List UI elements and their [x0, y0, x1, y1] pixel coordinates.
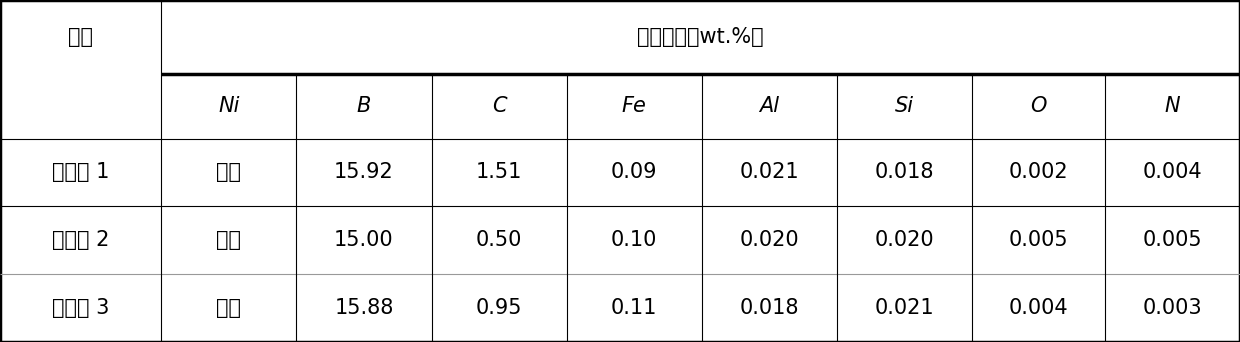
Text: 实施例 3: 实施例 3 — [52, 298, 109, 318]
Text: Al: Al — [759, 96, 780, 116]
Text: O: O — [1030, 96, 1047, 116]
Text: 实施例 1: 实施例 1 — [52, 162, 109, 182]
Text: 余量: 余量 — [216, 162, 242, 182]
Text: 0.10: 0.10 — [611, 230, 657, 250]
Text: 化学成分（wt.%）: 化学成分（wt.%） — [637, 27, 764, 47]
Text: 0.95: 0.95 — [476, 298, 522, 318]
Text: 15.88: 15.88 — [335, 298, 393, 318]
Text: 15.92: 15.92 — [334, 162, 394, 182]
Text: 0.018: 0.018 — [875, 162, 934, 182]
Text: 0.004: 0.004 — [1008, 298, 1069, 318]
Text: 余量: 余量 — [216, 230, 242, 250]
Text: 0.005: 0.005 — [1142, 230, 1203, 250]
Text: 0.020: 0.020 — [739, 230, 800, 250]
Text: 0.11: 0.11 — [611, 298, 657, 318]
Text: 0.021: 0.021 — [874, 298, 935, 318]
Text: 实施例 2: 实施例 2 — [52, 230, 109, 250]
Text: Fe: Fe — [621, 96, 647, 116]
Text: 15.00: 15.00 — [334, 230, 394, 250]
Text: C: C — [492, 96, 506, 116]
Text: 余量: 余量 — [216, 298, 242, 318]
Text: 1.51: 1.51 — [476, 162, 522, 182]
Text: 0.020: 0.020 — [874, 230, 935, 250]
Text: B: B — [357, 96, 371, 116]
Text: 0.018: 0.018 — [740, 298, 799, 318]
Text: 项目: 项目 — [68, 27, 93, 47]
Text: 0.003: 0.003 — [1142, 298, 1203, 318]
Text: Si: Si — [895, 96, 914, 116]
Text: Ni: Ni — [218, 96, 239, 116]
Text: 0.005: 0.005 — [1008, 230, 1069, 250]
Text: N: N — [1164, 96, 1180, 116]
Text: 0.50: 0.50 — [476, 230, 522, 250]
Text: 0.002: 0.002 — [1008, 162, 1069, 182]
Text: 0.09: 0.09 — [611, 162, 657, 182]
Text: 0.021: 0.021 — [739, 162, 800, 182]
Text: 0.004: 0.004 — [1142, 162, 1203, 182]
